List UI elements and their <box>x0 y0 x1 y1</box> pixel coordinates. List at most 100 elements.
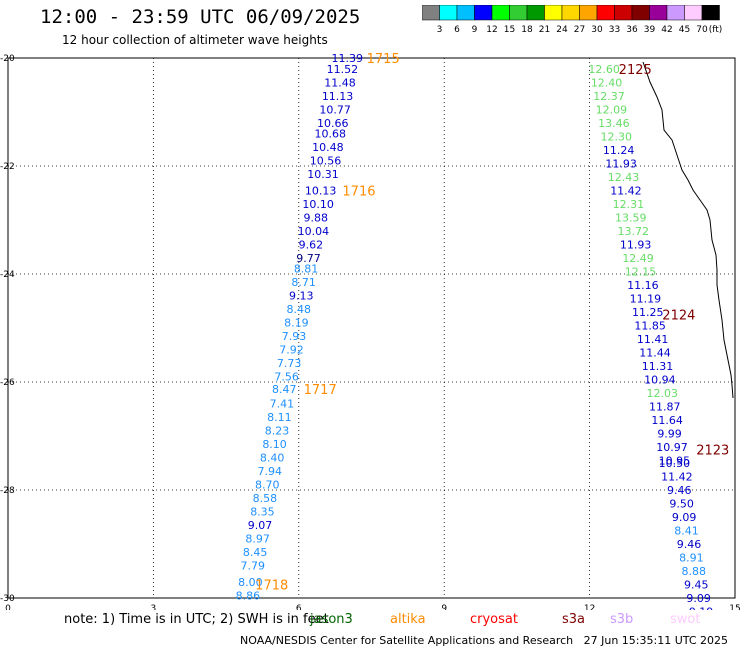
swh-point-label: 12.03 <box>647 387 679 400</box>
swh-point-label: 8.11 <box>267 411 292 424</box>
swh-point-label: 9.19 <box>689 606 714 611</box>
swh-point-label: 10.68 <box>315 128 347 141</box>
pass-time-label: 1715 <box>367 52 400 67</box>
swh-point-label: 9.77 <box>296 252 321 265</box>
swh-point-label: 12.15 <box>625 265 657 278</box>
swh-point-label: 12.37 <box>593 90 625 103</box>
swh-point-label: 9.45 <box>684 579 709 592</box>
mission-cryosat: cryosat <box>470 612 518 627</box>
pass-time-label: 2125 <box>619 63 652 78</box>
swh-point-label: 8.58 <box>253 492 278 505</box>
footer-credit: NOAA/NESDIS Center for Satellite Applica… <box>240 634 729 647</box>
swh-point-label: 9.88 <box>304 211 329 224</box>
swh-point-label: 8.40 <box>260 452 285 465</box>
colorbar-tick-label: 36 <box>626 25 638 35</box>
swh-point-label: 11.93 <box>620 238 652 251</box>
swh-point-label: 11.16 <box>627 279 659 292</box>
swh-point-label: 8.10 <box>262 438 287 451</box>
pass-time-label: 2124 <box>662 309 695 324</box>
x-tick-label: 0 <box>5 604 11 610</box>
swh-point-label: 7.73 <box>277 357 302 370</box>
swh-point-label: 7.92 <box>279 344 304 357</box>
colorbar-tick-label: 30 <box>591 25 603 35</box>
swh-point-label: 11.48 <box>324 76 356 89</box>
swh-point-label: 8.81 <box>294 263 319 276</box>
swh-point-label: 12.40 <box>591 76 623 89</box>
swh-point-label: 11.41 <box>637 333 669 346</box>
swh-point-label: 12.09 <box>596 103 628 116</box>
swh-point-label: 10.48 <box>312 141 344 154</box>
swh-point-label: 7.93 <box>282 330 307 343</box>
swh-point-label: 10.94 <box>644 373 676 386</box>
swh-point-label: 11.19 <box>630 292 662 305</box>
swh-point-label: 11.42 <box>661 471 693 484</box>
swh-point-label: 9.07 <box>248 519 273 532</box>
swh-point-label: 11.39 <box>332 52 364 65</box>
swh-point-label: 10.97 <box>656 441 688 454</box>
footer-note: note: 1) Time is in UTC; 2) SWH is in fe… <box>64 612 329 627</box>
colorbar-tick-label: 39 <box>644 25 656 35</box>
y-tick-label: -26 <box>0 378 15 388</box>
swh-point-label: 10.10 <box>302 198 334 211</box>
colorbar-tick-label: 27 <box>574 25 585 35</box>
pass-time-label: 1716 <box>342 184 375 199</box>
swh-point-label: 10.13 <box>305 184 337 197</box>
colorbar-tick-label: 12 <box>486 25 497 35</box>
colorbar-tick-label: 3 <box>437 25 443 35</box>
y-tick-label: -30 <box>0 594 15 604</box>
swh-point-label: 8.91 <box>679 552 704 565</box>
swh-point-label: 11.31 <box>642 360 674 373</box>
swh-point-label: 9.50 <box>669 498 694 511</box>
swh-point-label: 10.77 <box>319 103 351 116</box>
colorbar-tick-label: 6 <box>454 25 460 35</box>
swh-point-label: 8.70 <box>255 479 280 492</box>
swh-point-label: 9.09 <box>672 511 697 524</box>
swh-point-label: 9.62 <box>299 238 324 251</box>
swh-point-label: 11.52 <box>327 63 359 76</box>
swh-point-label: 11.42 <box>610 184 642 197</box>
colorbar-legend: 3 6 9 12 15 18 21 24 27 30 33 36 39 42 45 70 (ft) <box>422 5 723 35</box>
colorbar-swatch <box>701 5 720 21</box>
colorbar-tick-label: 33 <box>609 25 620 35</box>
swh-point-label: 13.59 <box>615 211 647 224</box>
swh-point-label: 8.35 <box>250 506 275 519</box>
colorbar-tick-label: 45 <box>679 25 690 35</box>
swh-point-label: 8.86 <box>236 589 261 602</box>
swh-point-label: 12.43 <box>608 171 640 184</box>
swh-point-label: 11.13 <box>322 90 354 103</box>
swh-point-label: 12.31 <box>613 198 645 211</box>
x-tick-label: 9 <box>441 604 447 610</box>
swh-point-label: 8.48 <box>287 303 312 316</box>
mission-altika: altika <box>390 612 426 627</box>
x-tick-label: 3 <box>151 604 157 610</box>
swh-point-label: 8.45 <box>243 546 268 559</box>
swh-point-label: 8.23 <box>265 425 290 438</box>
swh-point-label: 11.64 <box>651 414 683 427</box>
swh-point-label: 13.46 <box>598 117 630 130</box>
swh-point-label: 12.60 <box>588 63 620 76</box>
swh-point-label: 12.30 <box>601 130 633 143</box>
mission-swot: swot <box>670 612 701 627</box>
coastline <box>642 61 734 399</box>
colorbar-tick-label: 42 <box>661 25 672 35</box>
swh-point-label: 7.56 <box>274 371 299 384</box>
swh-point-label: 7.79 <box>241 560 266 573</box>
y-tick-label: -24 <box>0 270 15 280</box>
swh-point-label: 9.13 <box>289 290 314 303</box>
y-tick-label: -22 <box>0 162 15 172</box>
chart-title: 12:00 - 23:59 UTC 06/09/2025 <box>40 6 361 28</box>
x-tick-label: 12 <box>584 604 595 610</box>
swh-point-label: 9.46 <box>667 484 692 497</box>
swh-point-label: 11.85 <box>634 319 666 332</box>
swh-point-label: 11.24 <box>603 144 635 157</box>
swh-point-label: 11.25 <box>632 306 664 319</box>
swh-point-label: 9.09 <box>686 592 711 605</box>
mission-s3b: s3b <box>610 612 634 627</box>
swh-point-label: 7.94 <box>257 465 282 478</box>
swh-point-label: 7.41 <box>270 398 295 411</box>
colorbar-tick-label: 9 <box>472 25 478 35</box>
pass-time-label: 2123 <box>696 444 729 459</box>
swh-point-label: 8.00 <box>238 576 263 589</box>
colorbar-unit: (ft) <box>709 25 723 35</box>
pass-time-label: 1717 <box>304 383 337 398</box>
